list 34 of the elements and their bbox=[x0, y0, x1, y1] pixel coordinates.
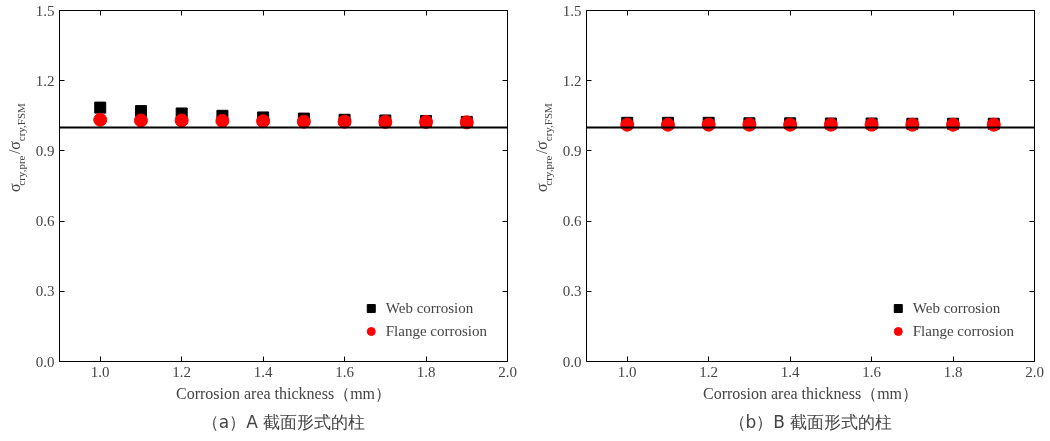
y-tick-label: 0.6 bbox=[562, 213, 582, 230]
y-tick-label: 1.2 bbox=[35, 72, 55, 89]
y-tick-label: 0.0 bbox=[35, 353, 55, 370]
legend-label: Web corrosion bbox=[385, 299, 474, 317]
x-axis-title: Corrosion area thickness（mm） bbox=[175, 384, 392, 402]
x-tick-label: 1.2 bbox=[172, 363, 192, 380]
y-tick-label: 1.5 bbox=[35, 2, 55, 19]
x-tick-label: 2.0 bbox=[1025, 363, 1044, 380]
legend-label: Flange corrosion bbox=[912, 322, 1014, 340]
x-tick-label: 1.6 bbox=[862, 363, 882, 380]
y-tick-label: 0.9 bbox=[562, 142, 582, 159]
y-tick-label: 1.5 bbox=[562, 2, 582, 19]
text: （a）A 截面形式的柱 bbox=[201, 411, 366, 432]
x-tick-label: 1.6 bbox=[335, 363, 355, 380]
x-tick-label: 1.8 bbox=[943, 363, 963, 380]
y-tick-label: 0.3 bbox=[562, 283, 582, 300]
x-tick-label: 1.0 bbox=[617, 363, 637, 380]
x-tick-label: 2.0 bbox=[498, 363, 517, 380]
legend-label: Flange corrosion bbox=[385, 322, 487, 340]
y-tick-label: 0.9 bbox=[35, 142, 55, 159]
text: （b）B 截面形式的柱 bbox=[728, 411, 893, 432]
x-tick-label: 1.4 bbox=[253, 363, 274, 380]
x-tick-label: 1.4 bbox=[780, 363, 801, 380]
y-axis-title: σcry,pre/σcry,FSM bbox=[5, 102, 27, 193]
y-tick-label: 0.0 bbox=[562, 353, 582, 370]
x-axis-title: Corrosion area thickness（mm） bbox=[702, 384, 919, 402]
x-tick-label: 1.0 bbox=[90, 363, 110, 380]
y-axis-title: σcry,pre/σcry,FSM bbox=[532, 102, 554, 193]
y-tick-label: 1.2 bbox=[562, 72, 582, 89]
y-tick-label: 0.3 bbox=[35, 283, 55, 300]
legend-label: Web corrosion bbox=[912, 299, 1001, 317]
x-tick-label: 1.2 bbox=[699, 363, 719, 380]
x-tick-label: 1.8 bbox=[416, 363, 436, 380]
y-tick-label: 0.6 bbox=[35, 213, 55, 230]
